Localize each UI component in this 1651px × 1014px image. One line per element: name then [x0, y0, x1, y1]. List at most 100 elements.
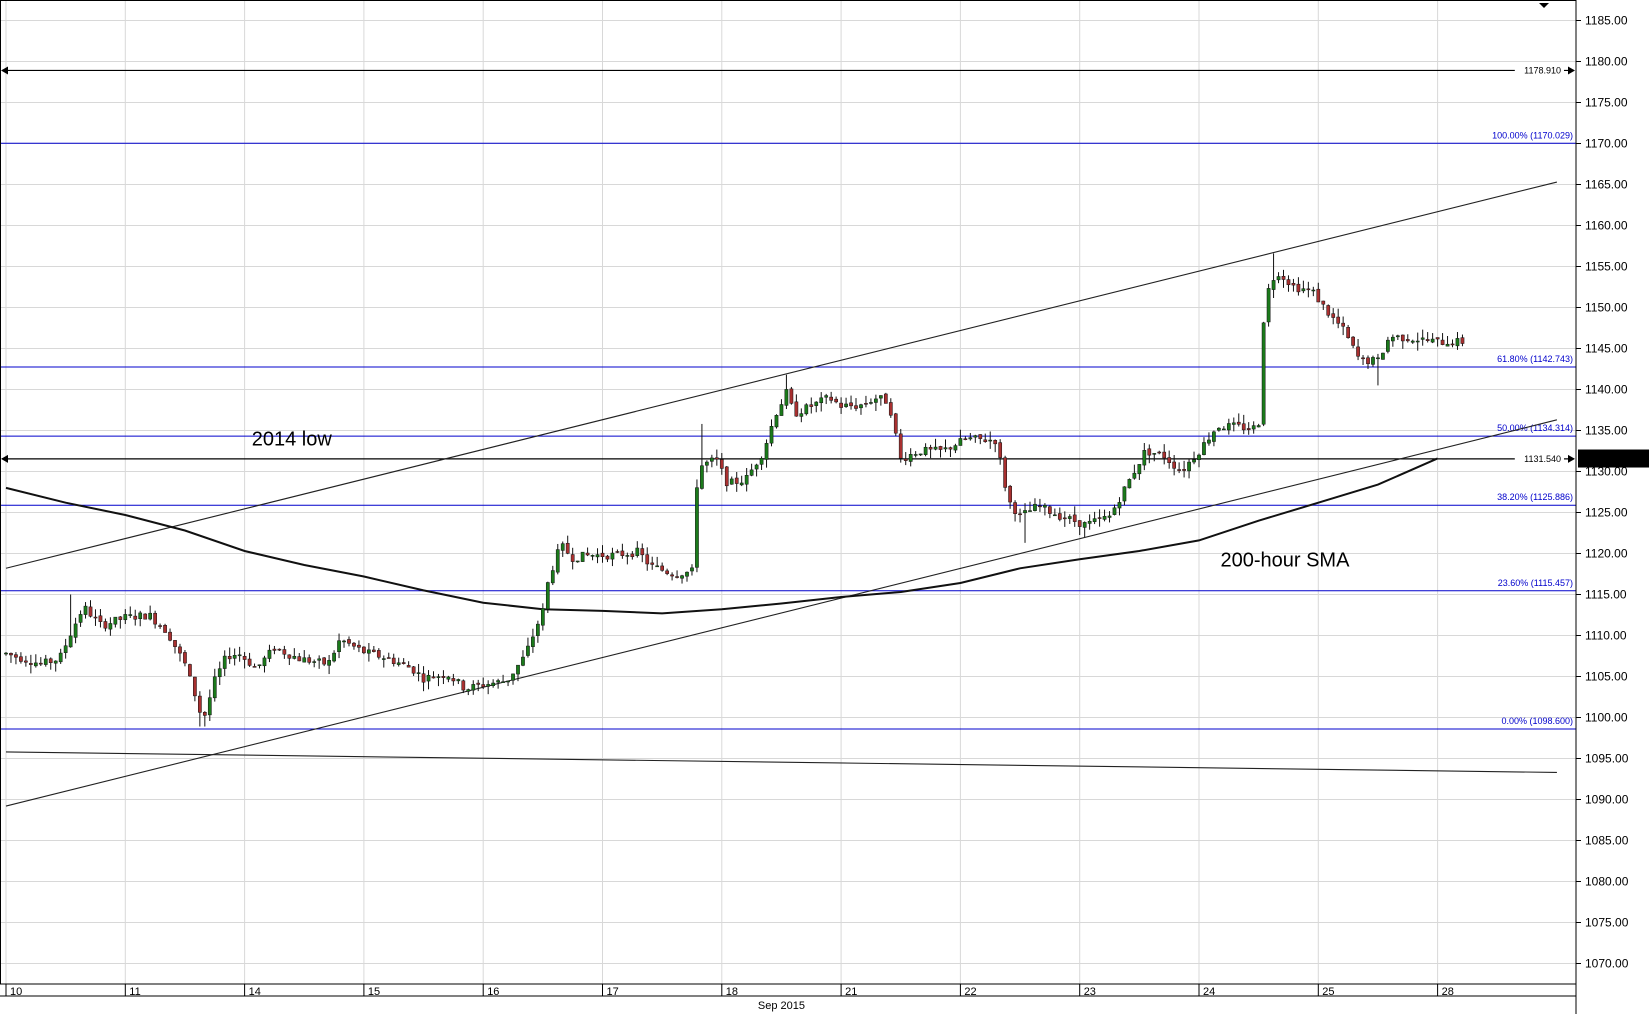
trendlines	[5, 181, 1558, 807]
candle-body	[849, 402, 853, 407]
candle-body	[600, 552, 605, 558]
candle-body	[869, 402, 873, 404]
candle-body	[933, 446, 938, 450]
candle-body	[898, 433, 903, 459]
candle-body	[854, 405, 858, 409]
arrow-left-icon	[1, 454, 8, 463]
candle-body	[789, 388, 794, 404]
fib-level-label: 61.80% (1142.743)	[1497, 354, 1573, 364]
candle-body	[9, 652, 13, 656]
candle-body	[774, 415, 779, 428]
candle-body	[1177, 469, 1181, 471]
candle-body	[1346, 327, 1350, 338]
trendline-lower-channel	[5, 419, 1558, 807]
candle-body	[1231, 422, 1236, 425]
candle-body	[198, 695, 202, 713]
candle-body	[88, 606, 93, 617]
candle-body	[705, 461, 709, 466]
candle-body	[24, 660, 28, 663]
y-tick-label: 1165.00	[1585, 178, 1628, 192]
candle-body	[834, 398, 838, 403]
candle-body	[1420, 337, 1425, 340]
candle-body	[103, 621, 108, 629]
candle-body	[1331, 313, 1336, 318]
candle-body	[98, 615, 103, 622]
candle-body	[814, 401, 819, 406]
candle-body	[1311, 289, 1316, 292]
candle-body	[466, 689, 471, 692]
candle-body	[565, 542, 570, 554]
candle-body	[217, 668, 222, 678]
candle-body	[1202, 442, 1206, 455]
candle-body	[536, 623, 540, 636]
candle-body	[864, 403, 868, 405]
candle-body	[1097, 517, 1102, 519]
candle-body	[371, 649, 376, 652]
candle-body	[411, 666, 416, 674]
candle-body	[277, 648, 282, 651]
candle-body	[1276, 276, 1281, 281]
candle-body	[1395, 335, 1400, 338]
candle-body	[227, 656, 232, 660]
candle-body	[376, 650, 381, 658]
y-axis: 1185.00 1180.00 1175.00 1170.00 1165.00 1160.…	[1576, 14, 1629, 971]
candle-body	[327, 660, 331, 666]
candle-body	[695, 487, 699, 568]
candle-body	[1062, 517, 1067, 520]
candle-body	[128, 614, 133, 616]
candle-body	[456, 679, 461, 682]
candle-body	[188, 664, 192, 677]
candle-body	[1162, 451, 1167, 459]
candle-body	[844, 403, 848, 407]
x-day-label: 25	[1322, 986, 1334, 998]
candle-body	[1430, 338, 1435, 343]
candle-body	[1082, 522, 1087, 528]
candle-body	[744, 475, 749, 485]
y-tick-label: 1150.00	[1585, 301, 1628, 315]
candle-body	[58, 652, 63, 663]
annotation-label: 200-hour SMA	[1220, 550, 1350, 572]
candle-body	[1256, 425, 1261, 428]
candle-body	[1033, 503, 1037, 511]
candle-body	[342, 640, 346, 643]
candle-body	[779, 404, 784, 416]
candle-body	[1366, 357, 1370, 365]
candle-body	[441, 676, 446, 678]
candle-body	[272, 648, 277, 651]
candle-body	[769, 426, 774, 444]
candle-body	[1425, 339, 1430, 341]
current-price-marker: 1131.583	[1578, 449, 1649, 468]
candle-body	[1241, 423, 1246, 431]
candle-body	[859, 404, 863, 409]
candle-body	[903, 458, 908, 461]
candle-body	[1356, 346, 1360, 357]
x-day-label: 15	[368, 986, 380, 998]
candle-body	[118, 616, 123, 620]
candle-body	[1167, 457, 1172, 463]
candle-body	[391, 657, 396, 664]
candle-body	[630, 553, 635, 558]
candle-body	[998, 442, 1003, 458]
candle-body	[451, 678, 456, 682]
candle-body	[560, 543, 565, 551]
y-tick-label: 1155.00	[1585, 260, 1628, 274]
candle-body	[710, 457, 714, 462]
candle-body	[585, 552, 590, 556]
candle-body	[988, 439, 993, 442]
x-day-label: 21	[845, 986, 857, 998]
candle-body	[700, 465, 704, 489]
trendline-upper-channel	[5, 181, 1558, 569]
candle-body	[1286, 279, 1291, 286]
candle-body	[158, 625, 162, 627]
candle-body	[421, 673, 426, 683]
candle-body	[1435, 337, 1440, 340]
candle-body	[620, 550, 625, 556]
candle-body	[724, 466, 729, 487]
candle-body	[202, 712, 207, 716]
candle-body	[645, 554, 650, 565]
candle-body	[545, 582, 550, 610]
x-day-label: 17	[607, 986, 619, 998]
y-tick-label: 1145.00	[1585, 342, 1628, 356]
candle-body	[749, 469, 754, 476]
